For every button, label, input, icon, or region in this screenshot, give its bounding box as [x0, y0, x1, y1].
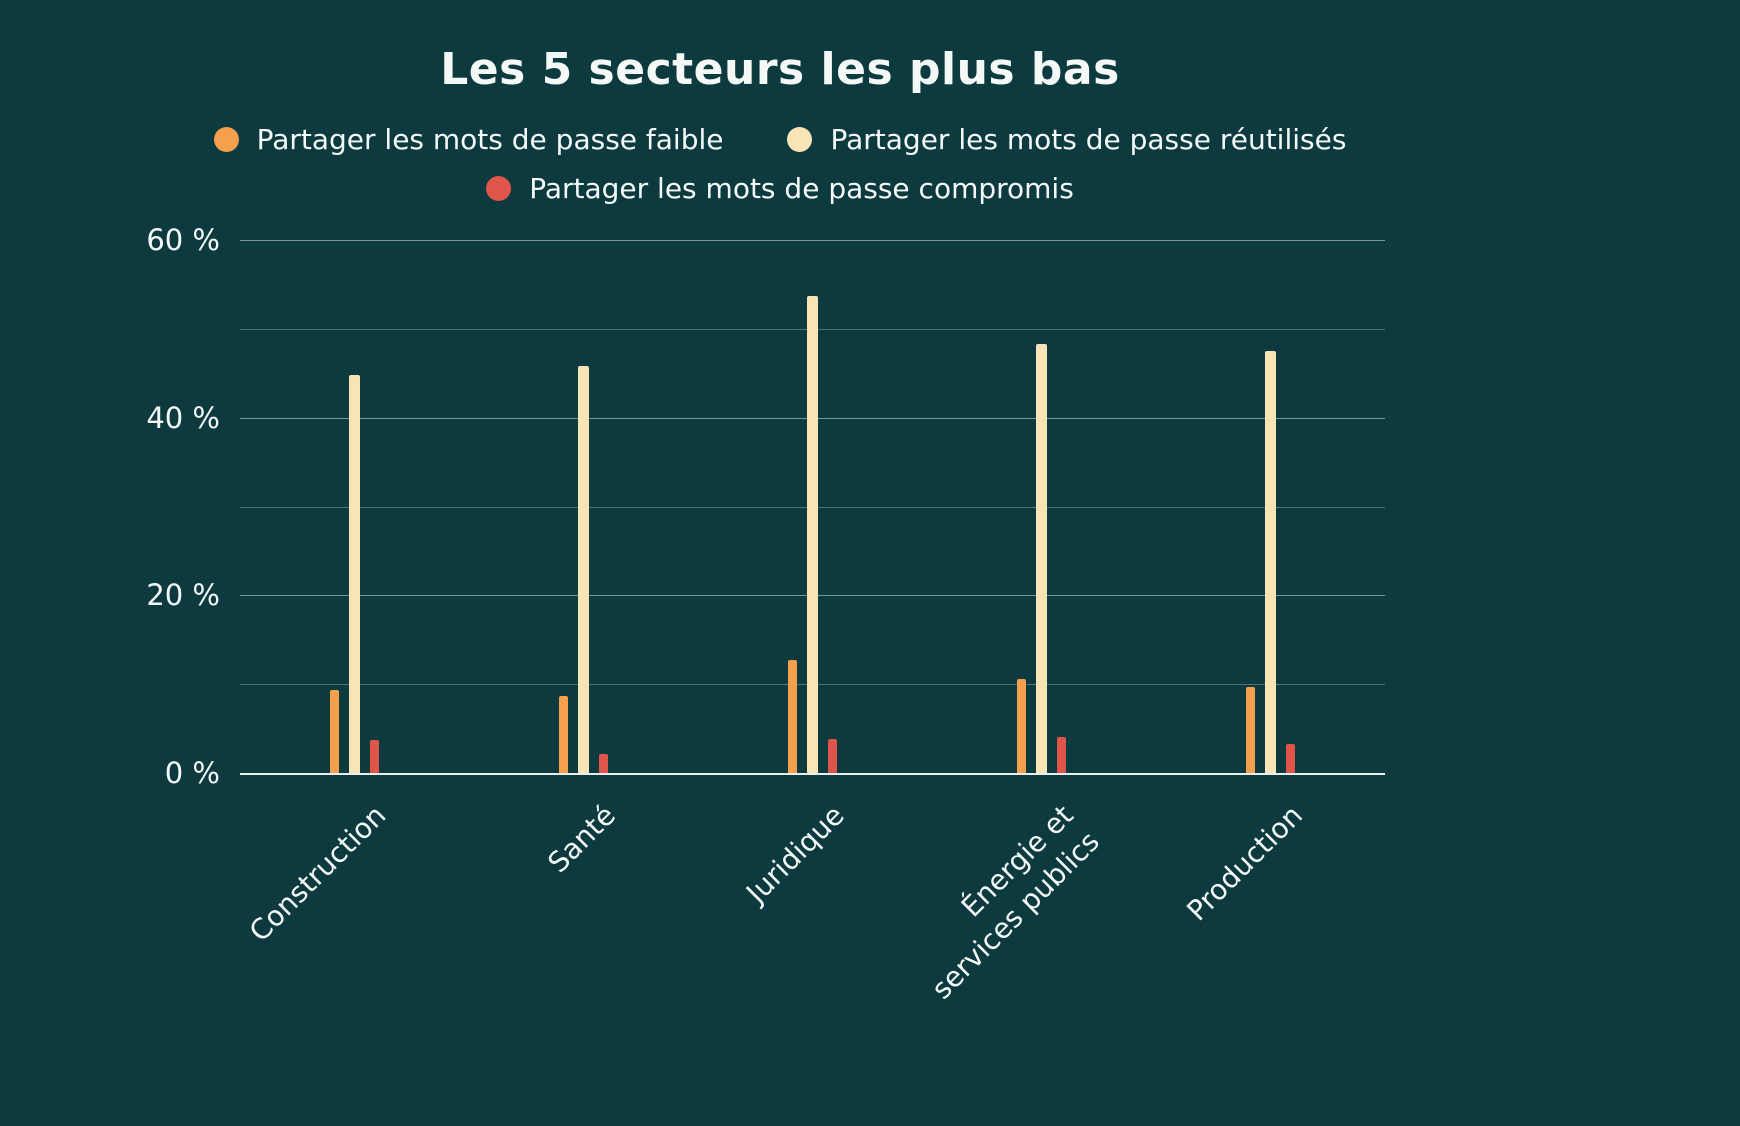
x-label-category-4: Production — [1179, 798, 1309, 928]
gridline-60 — [240, 240, 1385, 241]
legend-dot-weak-icon — [213, 127, 239, 152]
bar-weak-category-4 — [1246, 686, 1255, 773]
legend: Partager les mots de passe faible Partag… — [0, 123, 1560, 205]
y-tick-label-40: 40 % — [146, 400, 220, 435]
legend-label-compromised: Partager les mots de passe compromis — [529, 172, 1074, 205]
legend-item-compromised-passwords: Partager les mots de passe compromis — [486, 172, 1074, 205]
bar-weak-category-1 — [559, 695, 568, 773]
legend-row-2: Partager les mots de passe compromis — [486, 172, 1074, 205]
bar-compromised-category-0 — [370, 740, 379, 773]
y-tick-label-20: 20 % — [146, 578, 220, 613]
bar-reused-category-1 — [578, 366, 589, 773]
bar-weak-category-3 — [1017, 678, 1026, 773]
bar-reused-category-3 — [1036, 343, 1047, 773]
plot-area — [240, 240, 1385, 775]
legend-item-reused-passwords: Partager les mots de passe réutilisés — [787, 123, 1346, 156]
x-label-category-1: Santé — [541, 798, 622, 880]
bar-weak-category-0 — [330, 689, 339, 773]
x-label-category-0: Construction — [243, 798, 393, 949]
y-tick-label-0: 0 % — [164, 756, 220, 790]
legend-dot-compromised-icon — [486, 176, 512, 201]
y-tick-label-60: 60 % — [146, 223, 220, 257]
legend-label-reused: Partager les mots de passe réutilisés — [830, 123, 1347, 156]
legend-dot-reused-icon — [787, 127, 813, 152]
legend-label-weak: Partager les mots de passe faible — [256, 123, 724, 156]
bar-reused-category-0 — [349, 375, 360, 773]
x-axis: Construction Santé Juridique Énergie et serv… — [240, 798, 1385, 1126]
bar-compromised-category-1 — [599, 754, 608, 773]
bar-weak-category-2 — [788, 660, 797, 773]
x-label-category-2: Juridique — [739, 798, 851, 910]
bar-compromised-category-3 — [1057, 736, 1066, 773]
legend-row-1: Partager les mots de passe faible Partag… — [213, 123, 1346, 156]
gridline-0 — [240, 773, 1385, 775]
bar-reused-category-2 — [807, 295, 818, 773]
bar-reused-category-4 — [1265, 351, 1276, 773]
y-axis: 0 % 20 % 40 % 60 % — [0, 223, 220, 790]
chart-header: Les 5 secteurs les plus bas Partager les… — [0, 0, 1560, 205]
chart-title: Les 5 secteurs les plus bas — [440, 44, 1120, 95]
bar-compromised-category-4 — [1286, 743, 1295, 773]
legend-item-weak-passwords: Partager les mots de passe faible — [213, 123, 724, 156]
x-label-category-3: Énergie et services publics — [924, 798, 1106, 1006]
bar-compromised-category-2 — [828, 739, 837, 773]
